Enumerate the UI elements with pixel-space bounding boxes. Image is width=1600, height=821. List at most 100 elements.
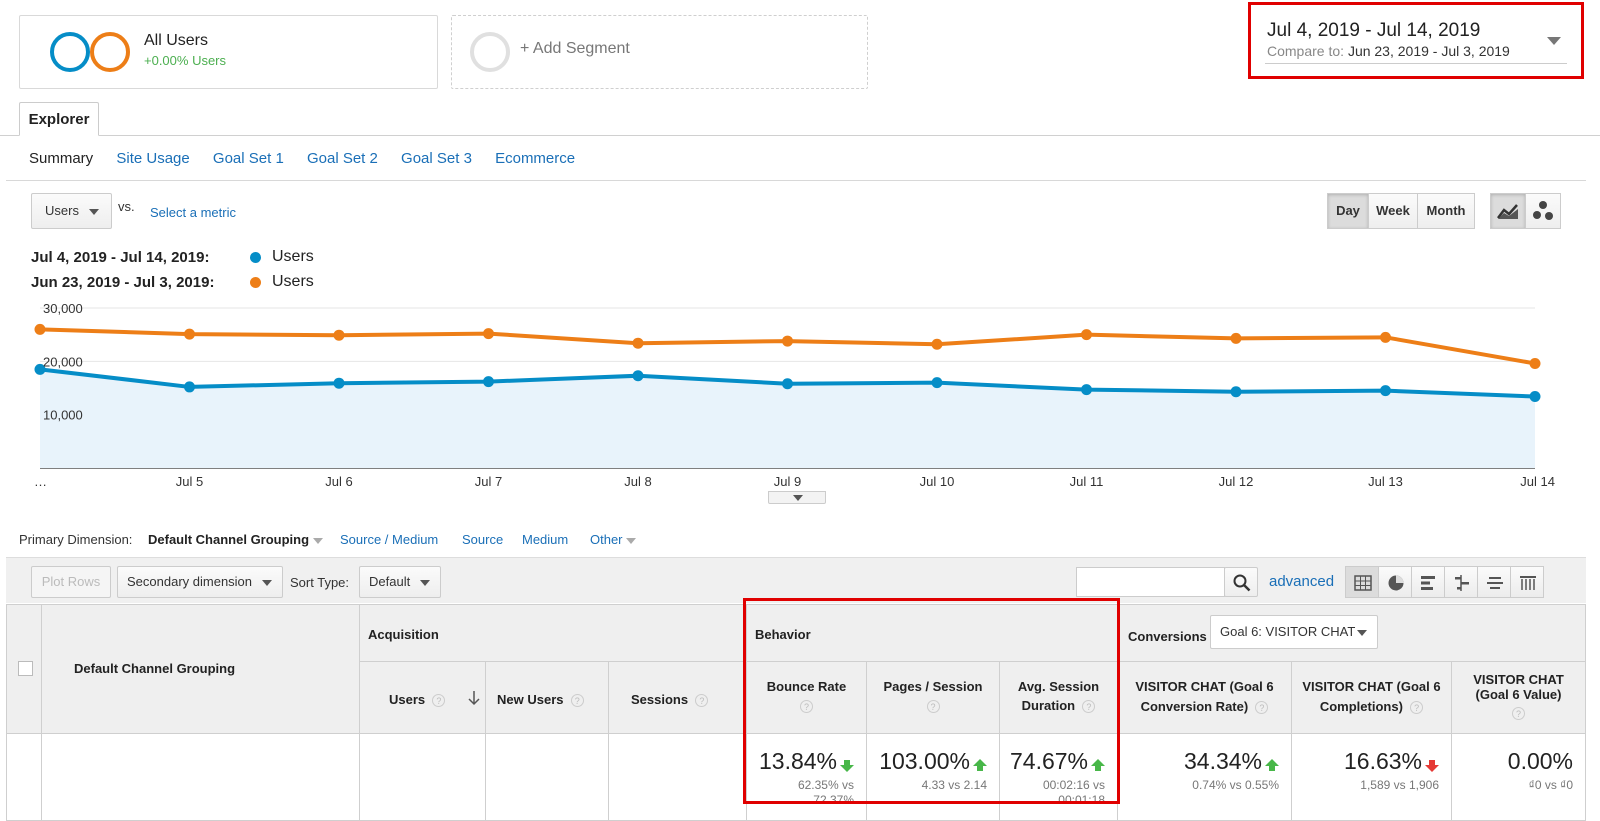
legend-primary-metric: Users (272, 248, 314, 265)
subtab-site-usage[interactable]: Site Usage (116, 150, 190, 167)
x-tick-label: Jul 8 (624, 474, 651, 489)
bar-view-button[interactable] (1411, 566, 1445, 598)
data-point[interactable] (1230, 386, 1242, 398)
data-point[interactable] (1380, 331, 1391, 343)
vc-completions-column-header[interactable]: VISITOR CHAT (Goal 6 Completions) ? (1292, 662, 1452, 734)
subtab-goal-set-2[interactable]: Goal Set 2 (306, 150, 378, 167)
data-point[interactable] (1380, 385, 1391, 397)
month-button[interactable]: Month (1417, 193, 1475, 229)
x-tick-label: Jul 13 (1368, 474, 1403, 489)
search-button[interactable] (1224, 567, 1258, 597)
plot-rows-button[interactable]: Plot Rows (31, 566, 111, 598)
help-icon[interactable]: ? (695, 694, 709, 708)
primary-dimension-label: Primary Dimension: (19, 532, 133, 547)
metric-select[interactable]: Users (31, 193, 112, 229)
data-point[interactable] (632, 370, 644, 382)
x-tick-label: Jul 14 (1520, 474, 1555, 489)
data-point[interactable] (782, 335, 793, 347)
chevron-down-icon[interactable] (1547, 37, 1561, 45)
table-search-input[interactable] (1076, 567, 1225, 597)
data-point[interactable] (483, 328, 494, 340)
data-point[interactable] (483, 376, 494, 388)
data-point[interactable] (184, 328, 195, 340)
new-users-column-header[interactable]: New Users ? (486, 662, 609, 734)
sort-descending-icon[interactable] (468, 690, 480, 706)
data-point[interactable] (1081, 384, 1092, 396)
data-point[interactable] (1230, 332, 1242, 344)
help-icon[interactable]: ? (570, 694, 584, 708)
dimension-other[interactable]: Other (590, 532, 637, 547)
sort-type-select[interactable]: Default (359, 566, 441, 598)
tab-explorer[interactable]: Explorer (19, 102, 99, 136)
dimension-medium[interactable]: Medium (522, 532, 569, 547)
subtab-ecommerce[interactable]: Ecommerce (495, 150, 576, 167)
bounce-rate-header-text: Bounce Rate (766, 679, 847, 694)
select-metric-link[interactable]: Select a metric (150, 205, 236, 220)
help-icon[interactable]: ? (1512, 707, 1525, 721)
select-all-checkbox[interactable] (18, 661, 33, 676)
dimension-header[interactable]: Default Channel Grouping (42, 604, 360, 734)
table-view-toggle (1345, 566, 1544, 598)
data-point[interactable] (1529, 357, 1541, 369)
data-point[interactable] (931, 377, 943, 389)
primary-dimension-active[interactable]: Default Channel Grouping (148, 532, 323, 547)
data-point[interactable] (1529, 391, 1541, 403)
vc-rate-header-line1: VISITOR CHAT (Goal 6 (1135, 679, 1274, 694)
vc-value-column-header[interactable]: VISITOR CHAT (Goal 6 Value) ? (1452, 662, 1586, 734)
pages-session-header-text: Pages / Session (883, 679, 983, 694)
pages-session-value-wrap: 103.00% (879, 748, 987, 775)
pages-session-column-header[interactable]: Pages / Session ? (867, 662, 1000, 734)
term-cloud-view-button[interactable] (1477, 566, 1511, 598)
help-icon[interactable]: ? (1410, 701, 1424, 715)
subtab-goal-set-1[interactable]: Goal Set 1 (212, 150, 284, 167)
help-icon[interactable]: ? (432, 694, 446, 708)
data-point[interactable] (333, 329, 345, 341)
vc-rate-column-header[interactable]: VISITOR CHAT (Goal 6 Conversion Rate) ? (1118, 662, 1292, 734)
chart-resize-handle[interactable] (768, 491, 826, 504)
dimension-source-medium[interactable]: Source / Medium (340, 532, 439, 547)
help-icon[interactable]: ? (926, 700, 940, 714)
segment-all-users[interactable]: All Users +0.00% Users (19, 15, 438, 89)
subtab-summary[interactable]: Summary (29, 150, 94, 167)
chart-y-ticks: 30,000 20,000 10,000 (43, 301, 83, 423)
data-table: Default Channel Grouping Acquisition Beh… (6, 598, 1586, 821)
data-point[interactable] (34, 323, 46, 335)
bounce-rate-column-header[interactable]: Bounce Rate ? (747, 662, 867, 734)
legend-primary-dot (250, 252, 261, 263)
arrow-down-icon (840, 760, 854, 772)
table-view-button[interactable] (1345, 566, 1379, 598)
acquisition-group-header: Acquisition (360, 604, 747, 662)
line-chart-button[interactable] (1490, 193, 1526, 229)
week-button[interactable]: Week (1368, 193, 1418, 229)
data-point[interactable] (931, 338, 943, 350)
advanced-link[interactable]: advanced (1269, 573, 1335, 590)
data-point[interactable] (782, 378, 793, 390)
comparison-view-button[interactable] (1444, 566, 1478, 598)
dimension-source[interactable]: Source (462, 532, 504, 547)
users-column-header[interactable]: Users ? (360, 662, 486, 734)
sessions-column-header[interactable]: Sessions ? (609, 662, 747, 734)
help-icon[interactable]: ? (800, 700, 813, 714)
chart-points (34, 323, 1541, 403)
metric-select-label: Users (45, 203, 79, 218)
data-point[interactable] (184, 381, 195, 393)
motion-chart-button[interactable] (1525, 193, 1561, 229)
help-icon[interactable]: ? (1255, 701, 1269, 715)
add-segment-button[interactable]: + Add Segment (451, 15, 868, 89)
data-point[interactable] (632, 337, 644, 349)
data-point[interactable] (34, 363, 46, 375)
subtab-goal-set-3[interactable]: Goal Set 3 (401, 150, 472, 167)
pie-view-button[interactable] (1378, 566, 1412, 598)
date-range-picker[interactable]: Jul 4, 2019 - Jul 14, 2019 Compare to: J… (1248, 2, 1584, 79)
day-button[interactable]: Day (1327, 193, 1369, 229)
data-point[interactable] (1081, 329, 1092, 341)
avg-session-column-header[interactable]: Avg. Session Duration ? (1000, 662, 1118, 734)
vs-label: vs. (118, 199, 135, 214)
avg-session-value-wrap: 74.67% (1010, 748, 1105, 775)
pivot-view-button[interactable] (1510, 566, 1544, 598)
goal-select[interactable]: Goal 6: VISITOR CHAT (1210, 615, 1378, 649)
data-point[interactable] (333, 377, 345, 389)
secondary-dimension-select[interactable]: Secondary dimension (117, 566, 283, 598)
help-icon[interactable]: ? (1082, 700, 1096, 714)
totals-vc-completions-cell: 16.63% 1,589 vs 1,906 (1292, 734, 1452, 821)
